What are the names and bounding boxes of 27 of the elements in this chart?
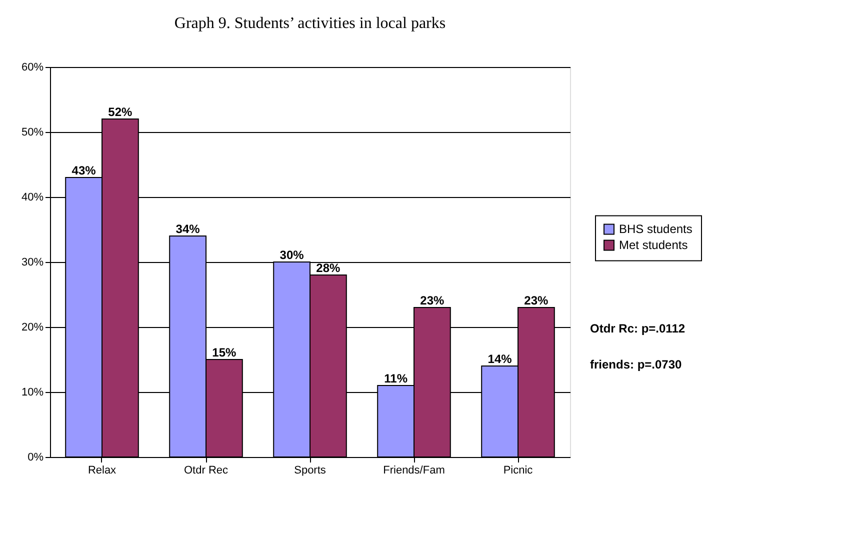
chart-title: Graph 9. Students’ activities in local parks [174,15,446,32]
x-tick-label: Sports [294,464,326,476]
y-tick-label: 20% [21,322,44,334]
legend-label: BHS students [619,222,692,236]
x-tick-label: Otdr Rec [184,464,229,476]
data-label: 11% [384,372,408,386]
y-tick-label: 30% [21,256,44,268]
text: Otdr Rc: p=.0112 [590,321,686,336]
y-tick-label: 50% [21,126,44,138]
y-tick-label: 40% [21,192,44,204]
y-tick-label: 0% [28,452,44,464]
legend-label: Met students [619,238,688,252]
data-label: 15% [212,346,237,360]
text: friends: p=.0730 [590,357,682,372]
data-label: 43% [72,164,96,178]
x-tick-label: Picnic [503,464,534,476]
data-label: 28% [316,261,341,275]
data-label: 23% [420,294,445,308]
data-label: 14% [488,352,512,366]
data-label: 34% [176,222,200,236]
x-tick-label: Relax [88,464,117,476]
data-label: 30% [280,248,304,262]
y-tick-label: 10% [21,386,44,398]
y-tick-label: 60% [21,62,44,74]
data-label: 52% [108,105,133,119]
x-tick-label: Friends/Fam [383,464,445,476]
data-label: 23% [524,294,549,308]
